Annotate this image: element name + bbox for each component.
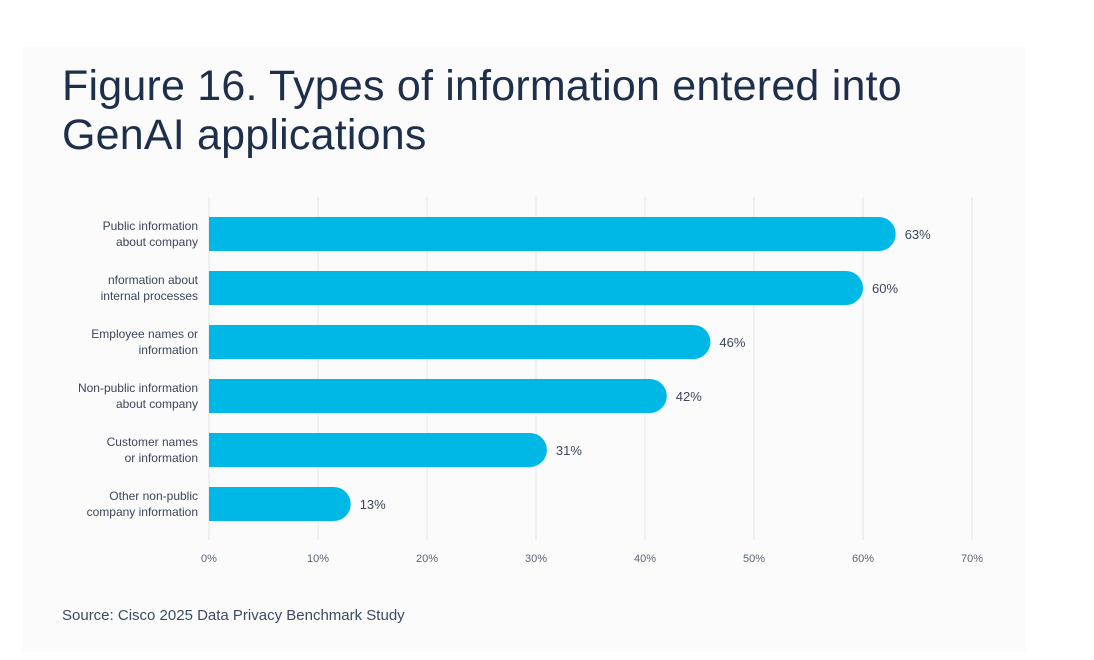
bar-value-label: 63%	[905, 227, 931, 242]
source-note: Source: Cisco 2025 Data Privacy Benchmar…	[62, 607, 405, 624]
bar-value-label: 60%	[872, 281, 898, 296]
x-tick-label: 0%	[201, 553, 217, 565]
category-label: Non-public information about company	[78, 381, 198, 411]
bar	[209, 217, 896, 251]
bar-value-label: 46%	[719, 335, 745, 350]
x-tick-label: 70%	[961, 553, 983, 565]
x-tick-label: 40%	[634, 553, 656, 565]
category-label: Public information about company	[103, 219, 198, 249]
bar-value-label: 42%	[676, 389, 702, 404]
bar	[209, 271, 863, 305]
grid-lines	[208, 197, 973, 540]
category-label: Customer names or information	[107, 435, 198, 465]
x-tick-label: 50%	[743, 553, 765, 565]
bar-value-label: 31%	[556, 443, 582, 458]
x-tick-label: 20%	[416, 553, 438, 565]
labels: 0% 10% 20% 30% 40% 50% 60% 70% 63% Public informa…	[78, 219, 983, 565]
x-tick-label: 30%	[525, 553, 547, 565]
bar	[209, 487, 351, 521]
category-label: nformation about internal processes	[101, 273, 199, 303]
category-label: Employee names or information	[91, 327, 198, 357]
bar	[209, 379, 667, 413]
category-label: Other non-public company information	[87, 489, 198, 519]
x-tick-label: 10%	[307, 553, 329, 565]
bar	[209, 433, 547, 467]
bar-value-label: 13%	[360, 497, 386, 512]
bars	[209, 217, 896, 521]
figure-title: Figure 16. Types of information entered …	[62, 62, 902, 159]
x-tick-label: 60%	[852, 553, 874, 565]
bar	[209, 325, 711, 359]
